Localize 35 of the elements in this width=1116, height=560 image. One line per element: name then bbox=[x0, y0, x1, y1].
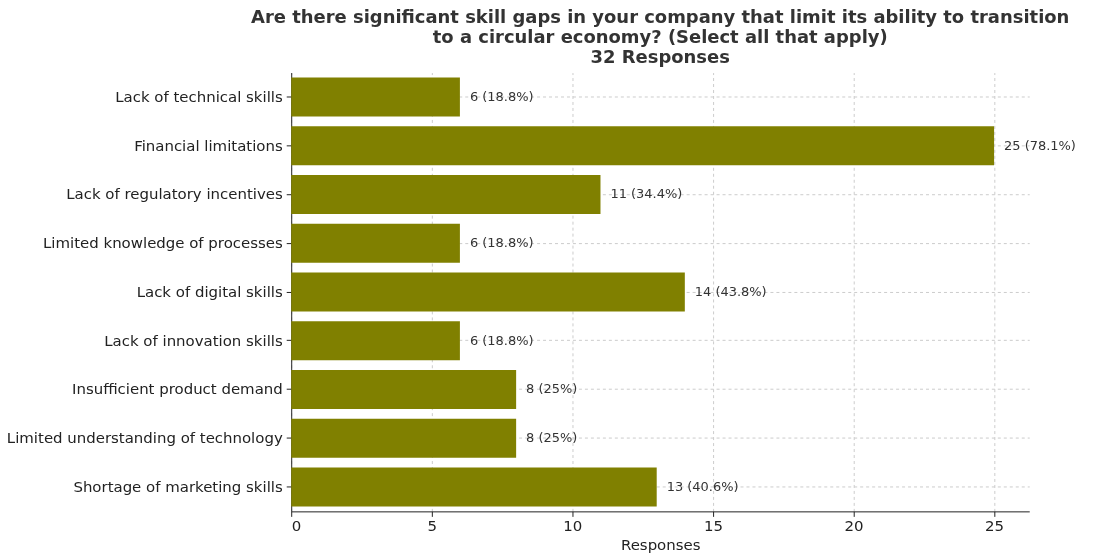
x-axis-title: Responses bbox=[620, 535, 701, 554]
bar bbox=[291, 418, 517, 458]
y-tick-label: Lack of digital skills bbox=[136, 282, 283, 301]
bar bbox=[291, 467, 657, 507]
data-label: 11 (34.4%) bbox=[610, 186, 683, 202]
bar bbox=[291, 126, 995, 166]
data-label: 6 (18.8%) bbox=[469, 235, 534, 251]
x-tick-label: 0 bbox=[291, 516, 302, 535]
data-label: 13 (40.6%) bbox=[666, 478, 739, 494]
x-tick-label: 20 bbox=[844, 516, 864, 535]
data-label: 8 (25%) bbox=[526, 430, 578, 446]
x-tick-label: 25 bbox=[985, 516, 1005, 535]
data-label: 25 (78.1%) bbox=[1004, 137, 1076, 153]
data-label: 6 (18.8%) bbox=[469, 88, 534, 104]
y-tick-label: Lack of innovation skills bbox=[104, 331, 283, 350]
bar bbox=[291, 174, 601, 214]
bar bbox=[291, 223, 460, 263]
y-tick-label: Limited knowledge of processes bbox=[43, 234, 283, 253]
y-tick-label: Shortage of marketing skills bbox=[73, 477, 283, 496]
data-label: 8 (25%) bbox=[526, 381, 578, 397]
y-tick-label: Financial limitations bbox=[134, 136, 283, 155]
data-label: 6 (18.8%) bbox=[469, 332, 534, 348]
y-tick-label: Lack of technical skills bbox=[115, 87, 283, 106]
y-tick-label: Lack of regulatory incentives bbox=[66, 185, 283, 204]
bar bbox=[291, 77, 460, 117]
y-tick-label: Insufficient product demand bbox=[72, 380, 283, 399]
x-tick-label: 15 bbox=[703, 516, 723, 535]
bar bbox=[291, 321, 460, 361]
bar bbox=[291, 272, 685, 312]
y-tick-label: Limited understanding of technology bbox=[6, 429, 283, 448]
bar bbox=[291, 369, 517, 409]
data-label: 14 (43.8%) bbox=[694, 283, 767, 299]
x-tick-label: 5 bbox=[427, 516, 438, 535]
x-tick-label: 10 bbox=[563, 516, 583, 535]
chart-title: Are there significant skill gaps in your company that limit its ability to transition to a circular economy? (Select all that apply) 32 Responses bbox=[251, 5, 1070, 67]
